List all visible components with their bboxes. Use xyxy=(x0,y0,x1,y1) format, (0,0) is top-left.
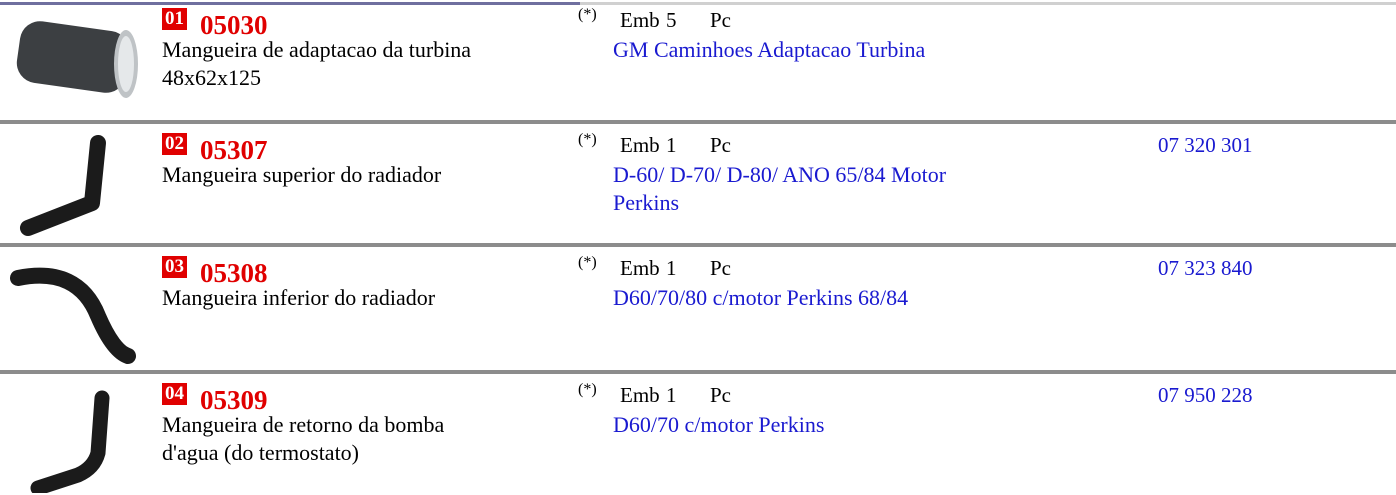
application-line: D60/70/80 c/motor Perkins 68/84 xyxy=(613,285,909,310)
application: D-60/ D-70/ D-80/ ANO 65/84 Motor Perkins xyxy=(613,161,946,217)
note-mark: (*) xyxy=(578,131,597,148)
unit: Pc xyxy=(710,256,731,280)
pack-qty: 1 xyxy=(666,256,677,280)
application-line: D-60/ D-70/ D-80/ ANO 65/84 Motor xyxy=(613,162,947,187)
pack-label: Emb xyxy=(620,256,660,280)
catalog-row: 01 05030 Mangueira de adaptacao da turbina… xyxy=(0,0,1396,120)
item-code: 05307 xyxy=(200,135,268,165)
unit: Pc xyxy=(710,133,731,157)
description: Mangueira inferior do radiador xyxy=(162,284,435,312)
item-code: 05030 xyxy=(200,10,268,40)
application-line: D60/70 c/motor Perkins xyxy=(613,412,825,437)
application: D60/70/80 c/motor Perkins 68/84 xyxy=(613,284,908,312)
description-line: Mangueira de retorno da bomba xyxy=(162,412,445,437)
pack-label: Emb xyxy=(620,383,660,407)
reference: 07 320 301 xyxy=(1158,133,1253,157)
note-mark: (*) xyxy=(578,381,597,398)
unit: Pc xyxy=(710,8,731,32)
description: Mangueira de adaptacao da turbina 48x62x1… xyxy=(162,36,471,92)
top-rule xyxy=(0,2,1396,5)
pack-qty: 1 xyxy=(666,383,677,407)
product-image xyxy=(10,267,136,364)
pack-qty: 1 xyxy=(666,133,677,157)
description-line: Mangueira inferior do radiador xyxy=(162,285,436,310)
item-number: 01 xyxy=(162,8,187,30)
product-image xyxy=(20,135,106,236)
pack-label: Emb xyxy=(620,8,660,32)
description-line: d'agua (do termostato) xyxy=(162,440,360,465)
note-mark: (*) xyxy=(578,254,597,271)
description: Mangueira superior do radiador xyxy=(162,161,441,189)
note-mark: (*) xyxy=(578,6,597,23)
application-line: Perkins xyxy=(613,190,679,215)
reference: 07 323 840 xyxy=(1158,256,1253,280)
item-number: 02 xyxy=(162,133,187,155)
catalog-row: 04 05309 Mangueira de retorno da bomba d'ag… xyxy=(0,375,1396,495)
description-line: Mangueira superior do radiador xyxy=(162,162,442,187)
row-separator xyxy=(0,370,1396,374)
application-line: GM Caminhoes Adaptacao Turbina xyxy=(613,37,926,62)
catalog-row: 03 05308 Mangueira inferior do radiador (*)… xyxy=(0,248,1396,368)
description-line: Mangueira de adaptacao da turbina xyxy=(162,37,472,62)
item-number: 03 xyxy=(162,256,187,278)
item-code: 05308 xyxy=(200,258,268,288)
description: Mangueira de retorno da bomba d'agua (do … xyxy=(162,411,444,467)
application: D60/70 c/motor Perkins xyxy=(613,411,824,439)
application: GM Caminhoes Adaptacao Turbina xyxy=(613,36,925,64)
reference: 07 950 228 xyxy=(1158,383,1253,407)
pack-qty: 5 xyxy=(666,8,677,32)
description-line: 48x62x125 xyxy=(162,65,261,90)
product-image xyxy=(16,21,138,98)
item-code: 05309 xyxy=(200,385,268,415)
row-separator xyxy=(0,243,1396,247)
unit: Pc xyxy=(710,383,731,407)
product-image xyxy=(30,390,110,493)
catalog-row: 02 05307 Mangueira superior do radiador (*)… xyxy=(0,125,1396,245)
item-number: 04 xyxy=(162,383,187,405)
row-separator xyxy=(0,120,1396,124)
pack-label: Emb xyxy=(620,133,660,157)
